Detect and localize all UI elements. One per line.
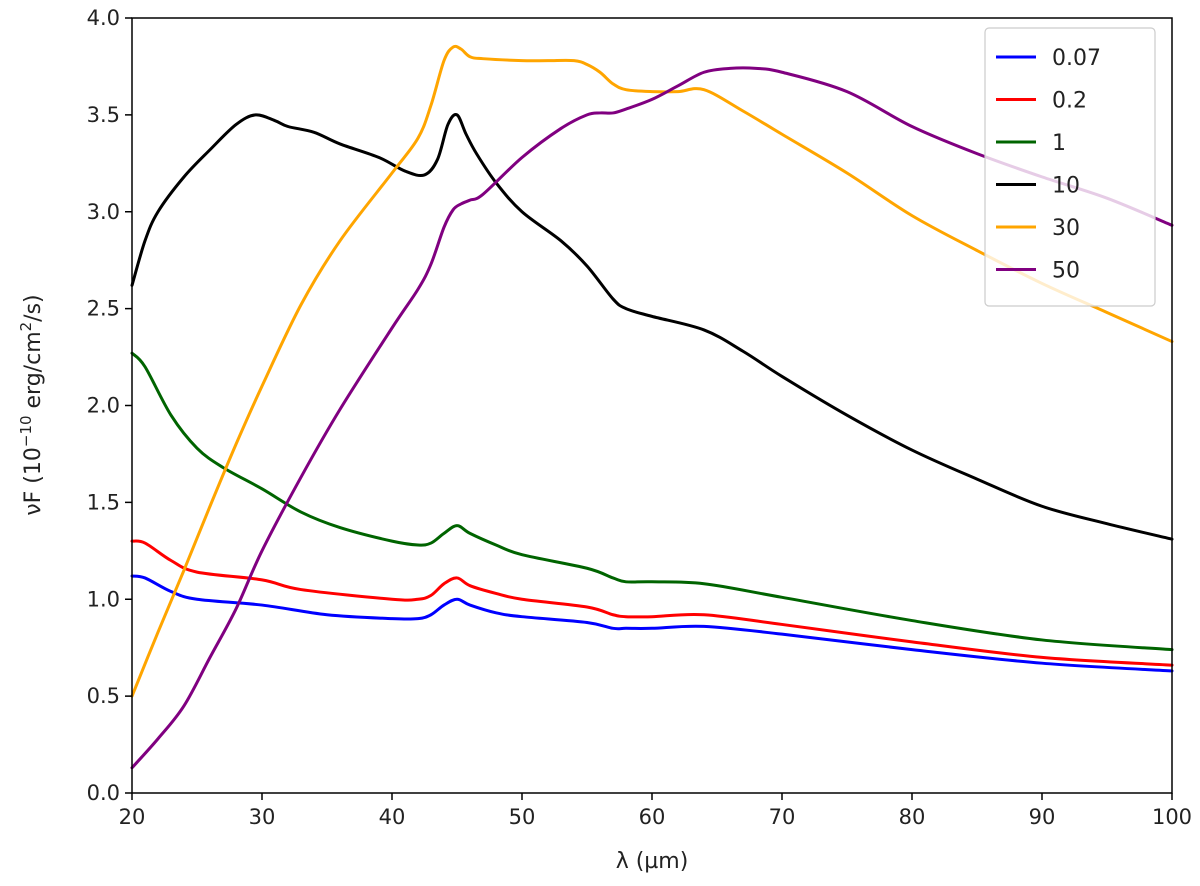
series-line-50 <box>130 66 1174 770</box>
y-tick-label: 2.5 <box>87 297 120 321</box>
y-axis-label-unit: erg/cm <box>21 331 46 415</box>
x-tick-label: 80 <box>899 805 926 829</box>
y-tick-label: 0.5 <box>87 684 120 708</box>
x-tick-label: 70 <box>769 805 796 829</box>
series-line-30 <box>130 44 1174 698</box>
y-axis-label-end: /s) <box>21 294 46 321</box>
legend-label-1: 1 <box>1052 131 1066 156</box>
x-axis-ticks: 20 30 40 50 60 70 80 90 100 <box>119 793 1192 829</box>
x-tick-label: 50 <box>509 805 536 829</box>
x-tick-label: 100 <box>1152 805 1192 829</box>
y-axis-label-exponent: −10 <box>17 415 35 447</box>
y-tick-label: 4.0 <box>87 6 120 30</box>
legend-label-0.2: 0.2 <box>1052 89 1087 114</box>
legend-label-10: 10 <box>1052 174 1080 199</box>
x-tick-label: 20 <box>119 805 146 829</box>
x-tick-label: 40 <box>379 805 406 829</box>
series-line-10 <box>130 113 1174 541</box>
y-axis-label-main: νF (10 <box>21 447 46 516</box>
y-axis-label: νF (10−10 erg/cm2/s) <box>17 294 46 515</box>
x-tick-label: 30 <box>249 805 276 829</box>
y-tick-label: 1.5 <box>87 490 120 514</box>
y-tick-label: 3.5 <box>87 103 120 127</box>
legend-box <box>984 27 1156 307</box>
series-line-0.2 <box>130 539 1174 667</box>
y-tick-label: 3.0 <box>87 200 120 224</box>
y-axis-ticks: 0.0 0.5 1.0 1.5 2.0 2.5 3.0 3.5 4.0 <box>87 6 132 805</box>
x-axis-label: λ (µm) <box>616 849 689 874</box>
legend-label-50: 50 <box>1052 259 1080 284</box>
series-line-0.07 <box>130 574 1174 673</box>
x-tick-label: 60 <box>639 805 666 829</box>
y-tick-label: 2.0 <box>87 394 120 418</box>
legend-label-0.07: 0.07 <box>1052 46 1101 71</box>
series-lines <box>130 44 1174 770</box>
y-tick-label: 1.0 <box>87 587 120 611</box>
y-axis-label-unit-exponent: 2 <box>17 322 35 332</box>
series-line-1 <box>130 351 1174 652</box>
legend-label-30: 30 <box>1052 216 1080 241</box>
x-tick-label: 90 <box>1029 805 1056 829</box>
legend: 0.07 0.2 1 10 30 50 <box>984 27 1156 307</box>
y-tick-label: 0.0 <box>87 781 120 805</box>
